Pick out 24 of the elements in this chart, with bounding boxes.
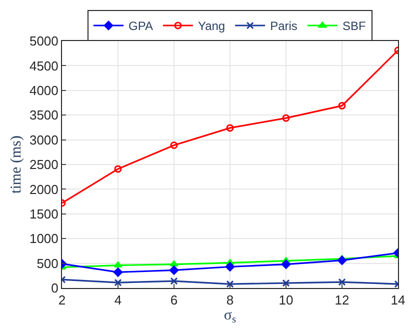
x-tick-label: 14 <box>390 292 406 308</box>
x-tick-label: 8 <box>226 292 234 308</box>
y-tick-label: 0 <box>51 280 58 296</box>
y-tick-label: 2000 <box>29 182 58 197</box>
x-tick-label: 12 <box>334 292 350 308</box>
y-tick-label: 1000 <box>29 231 58 246</box>
legend-label: Yang <box>198 19 226 34</box>
x-tick-label: 6 <box>170 292 178 308</box>
y-tick-label: 4000 <box>29 82 58 98</box>
y-tick-label: 5000 <box>29 34 58 49</box>
y-tick-label: 3000 <box>29 132 58 148</box>
x-tick-label: 10 <box>278 292 294 308</box>
y-tick-label: 500 <box>36 256 58 271</box>
x-axis-title: σ$_{s}$ <box>224 308 236 326</box>
x-tick-label: 2 <box>58 292 66 308</box>
legend-label: Paris <box>270 19 298 34</box>
y-tick-label: 3500 <box>29 108 58 123</box>
y-tick-label: 1500 <box>29 206 58 222</box>
y-tick-label: 2500 <box>29 157 58 172</box>
y-tick-label: 4500 <box>29 58 58 74</box>
legend-label: SBF <box>342 19 366 34</box>
legend-label: GPA <box>128 19 153 34</box>
y-axis-title: time (ms) <box>8 136 25 194</box>
x-tick-label: 4 <box>114 292 122 308</box>
